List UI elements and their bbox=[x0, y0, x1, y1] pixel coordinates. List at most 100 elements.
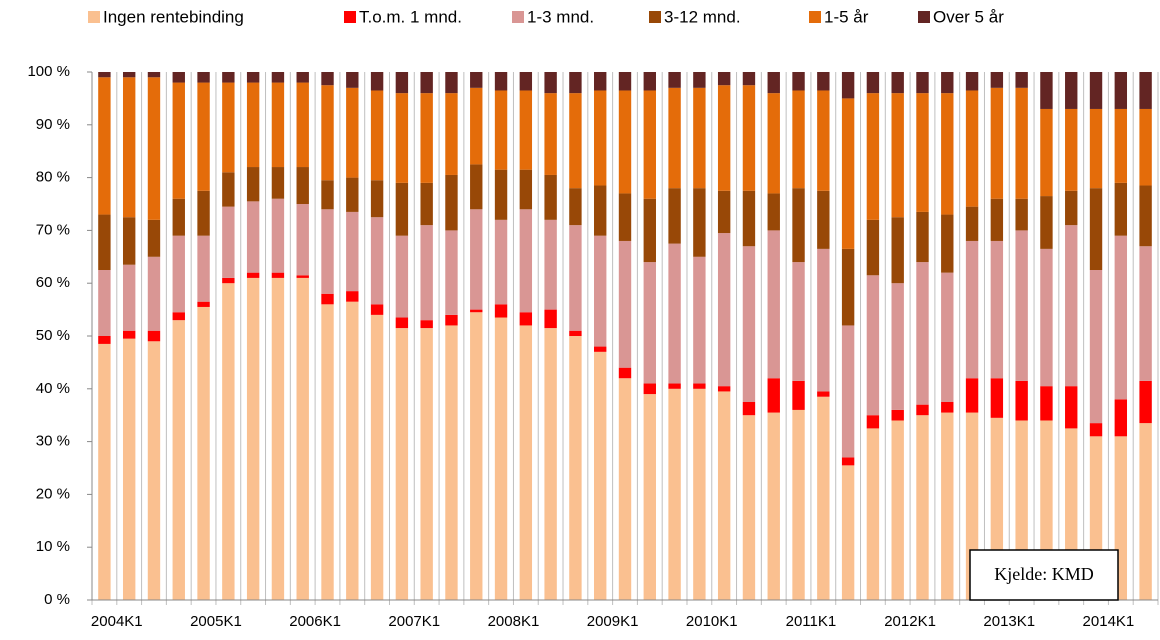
bar-segment bbox=[544, 309, 557, 329]
bar-segment bbox=[594, 351, 607, 600]
bar-segment bbox=[569, 93, 582, 189]
bar-segment bbox=[544, 93, 557, 175]
bar-segment bbox=[370, 180, 384, 218]
bar-segment bbox=[767, 193, 780, 231]
bar-segment bbox=[445, 314, 458, 326]
bar-segment bbox=[395, 235, 409, 318]
legend-label: 1-3 mnd. bbox=[527, 7, 594, 26]
bar-segment bbox=[594, 346, 607, 352]
bar-segment bbox=[519, 209, 533, 313]
bar-segment bbox=[916, 211, 929, 263]
bar-segment bbox=[817, 396, 830, 600]
bar-segment bbox=[916, 93, 929, 212]
bar-segment bbox=[1089, 270, 1103, 424]
bar-segment bbox=[544, 72, 557, 94]
bar-segment bbox=[693, 256, 706, 384]
bar-segment bbox=[445, 174, 458, 231]
bar-segment bbox=[1015, 380, 1028, 421]
bar-segment bbox=[792, 409, 805, 600]
bar-segment bbox=[172, 320, 185, 600]
bar-segment bbox=[147, 330, 161, 342]
bar-segment bbox=[271, 72, 285, 83]
bar-segment bbox=[1139, 108, 1152, 186]
bar-segment bbox=[866, 93, 880, 220]
bar-segment bbox=[246, 277, 260, 600]
bar-segment bbox=[544, 219, 557, 310]
bar-segment bbox=[817, 72, 830, 91]
bar-segment bbox=[197, 306, 210, 600]
bar-segment bbox=[346, 177, 359, 212]
bar-segment bbox=[618, 240, 632, 368]
bar-segment bbox=[941, 412, 954, 600]
bar-segment bbox=[668, 383, 681, 389]
bar-segment bbox=[717, 386, 731, 392]
bar-segment bbox=[122, 338, 136, 600]
bar-segment bbox=[296, 277, 309, 600]
bar-segment bbox=[941, 72, 954, 94]
bar-segment bbox=[668, 188, 681, 244]
bar-segment bbox=[792, 72, 805, 91]
bar-segment bbox=[420, 182, 433, 226]
bar-segment bbox=[1040, 248, 1053, 387]
bar-segment bbox=[346, 211, 359, 292]
bar-segment bbox=[693, 388, 706, 600]
legend-label: Over 5 år bbox=[933, 7, 1004, 26]
bar-segment bbox=[147, 341, 161, 600]
bar-segment bbox=[916, 262, 929, 405]
bar-segment bbox=[420, 72, 433, 94]
bar-segment bbox=[643, 198, 656, 263]
bar-segment bbox=[519, 325, 533, 600]
bar-segment bbox=[965, 206, 979, 241]
bar-segment bbox=[98, 77, 111, 215]
bar-segment bbox=[296, 72, 309, 83]
bar-segment bbox=[841, 325, 855, 458]
bar-segment bbox=[321, 304, 334, 600]
bar-segment bbox=[618, 378, 632, 600]
bar-segment bbox=[98, 270, 111, 336]
bar-segment bbox=[990, 378, 1004, 418]
y-tick-label: 100 % bbox=[27, 63, 70, 80]
bar-segment bbox=[470, 72, 483, 88]
bar-segment bbox=[197, 301, 210, 307]
bar-segment bbox=[866, 219, 880, 276]
bar-segment bbox=[817, 391, 830, 397]
bar-segment bbox=[321, 293, 334, 305]
bar-segment bbox=[841, 457, 855, 466]
bar-segment bbox=[792, 262, 805, 381]
bar-segment bbox=[569, 72, 582, 94]
y-tick-label: 20 % bbox=[36, 485, 70, 502]
bar-segment bbox=[197, 190, 210, 236]
bar-segment bbox=[519, 90, 533, 170]
bar-segment bbox=[98, 336, 111, 344]
bar-segment bbox=[1089, 72, 1103, 109]
bar-segment bbox=[222, 277, 235, 284]
bar-segment bbox=[941, 214, 954, 273]
bar-segment bbox=[817, 190, 830, 249]
bar-segment bbox=[693, 87, 706, 189]
bar-segment bbox=[941, 272, 954, 402]
x-tick-label: 2006K1 bbox=[289, 613, 341, 630]
bar-segment bbox=[569, 225, 582, 331]
bar-segment bbox=[246, 201, 260, 273]
bar-segment bbox=[1114, 399, 1128, 437]
bar-segment bbox=[122, 72, 136, 78]
bar-segment bbox=[965, 378, 979, 413]
bar-segment bbox=[346, 301, 359, 600]
bar-segment bbox=[445, 325, 458, 600]
bar-segment bbox=[594, 235, 607, 347]
bar-segment bbox=[147, 72, 161, 78]
bar-segment bbox=[172, 198, 185, 236]
bar-segment bbox=[370, 314, 384, 600]
bar-segment bbox=[891, 217, 904, 284]
bar-segment bbox=[222, 283, 235, 600]
bar-segment bbox=[1114, 72, 1128, 109]
bar-segment bbox=[891, 409, 904, 421]
bar-segment bbox=[271, 272, 285, 278]
bar-segment bbox=[891, 93, 904, 218]
x-tick-label: 2014K1 bbox=[1083, 613, 1135, 630]
bar-segment bbox=[742, 190, 756, 247]
bar-segment bbox=[98, 343, 111, 600]
bar-segment bbox=[246, 82, 260, 168]
